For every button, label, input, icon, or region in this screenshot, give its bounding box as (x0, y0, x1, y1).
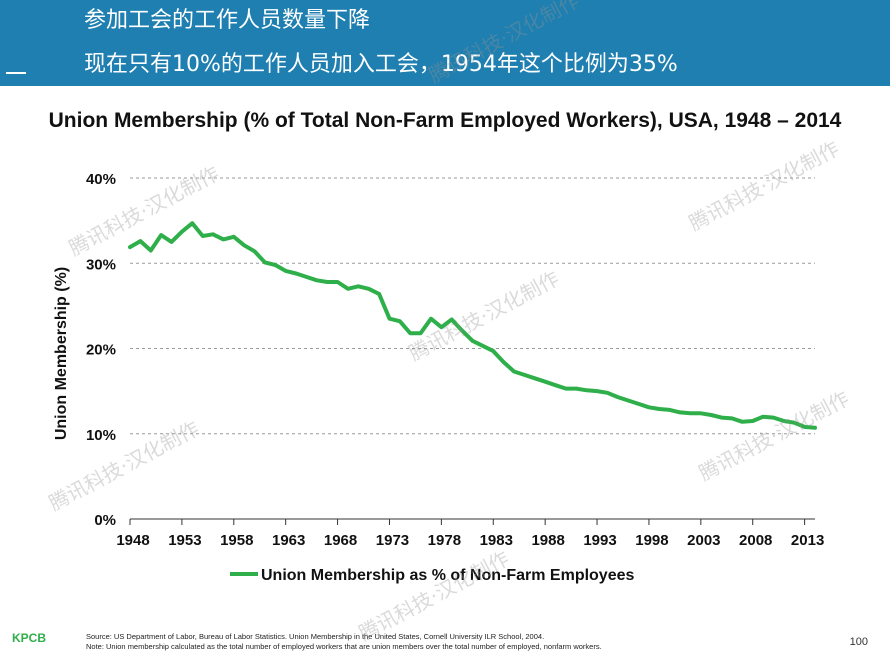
y-axis-label: Union Membership (%) (53, 267, 70, 440)
x-tick-label: 1958 (220, 532, 253, 549)
source-note: Source: US Department of Labor, Bureau o… (86, 632, 545, 641)
x-tick-label: 1968 (324, 532, 357, 549)
y-tick-label: 10% (86, 427, 116, 444)
x-tick-label: 1973 (376, 532, 409, 549)
footnote: Note: Union membership calculated as the… (86, 642, 602, 651)
y-tick-label: 30% (86, 256, 116, 273)
x-tick-label: 2008 (739, 532, 772, 549)
x-tick-label: 1983 (480, 532, 513, 549)
kpcb-logo: KPCB (12, 631, 47, 645)
chart-title: Union Membership (% of Total Non-Farm Em… (48, 109, 842, 132)
x-tick-label: 1948 (116, 532, 149, 549)
header-accent-mark (6, 72, 26, 74)
legend-label: Union Membership as % of Non-Farm Employ… (261, 567, 635, 584)
y-tick-label: 20% (86, 342, 116, 359)
x-tick-label: 1953 (168, 532, 201, 549)
x-tick-label: 1998 (635, 532, 668, 549)
y-tick-label: 40% (86, 171, 116, 188)
header-banner: 参加工会的工作人员数量下降 现在只有10%的工作人员加入工会，1954年这个比例… (0, 0, 890, 86)
legend-swatch (230, 571, 258, 576)
x-tick-label: 2013 (791, 532, 824, 549)
chart-legend: Union Membership as % of Non-Farm Employ… (230, 567, 634, 587)
header-line-2: 现在只有10%的工作人员加入工会，1954年这个比例为35% (84, 52, 678, 77)
x-tick-label: 1993 (583, 532, 616, 549)
x-tick-label: 1978 (428, 532, 461, 549)
page-number: 100 (849, 636, 868, 648)
header-line-1: 参加工会的工作人员数量下降 (84, 8, 371, 33)
x-tick-label: 1963 (272, 532, 305, 549)
y-tick-label: 0% (94, 512, 116, 529)
x-tick-label: 1988 (531, 532, 564, 549)
x-tick-label: 2003 (687, 532, 720, 549)
series-line (128, 221, 817, 430)
